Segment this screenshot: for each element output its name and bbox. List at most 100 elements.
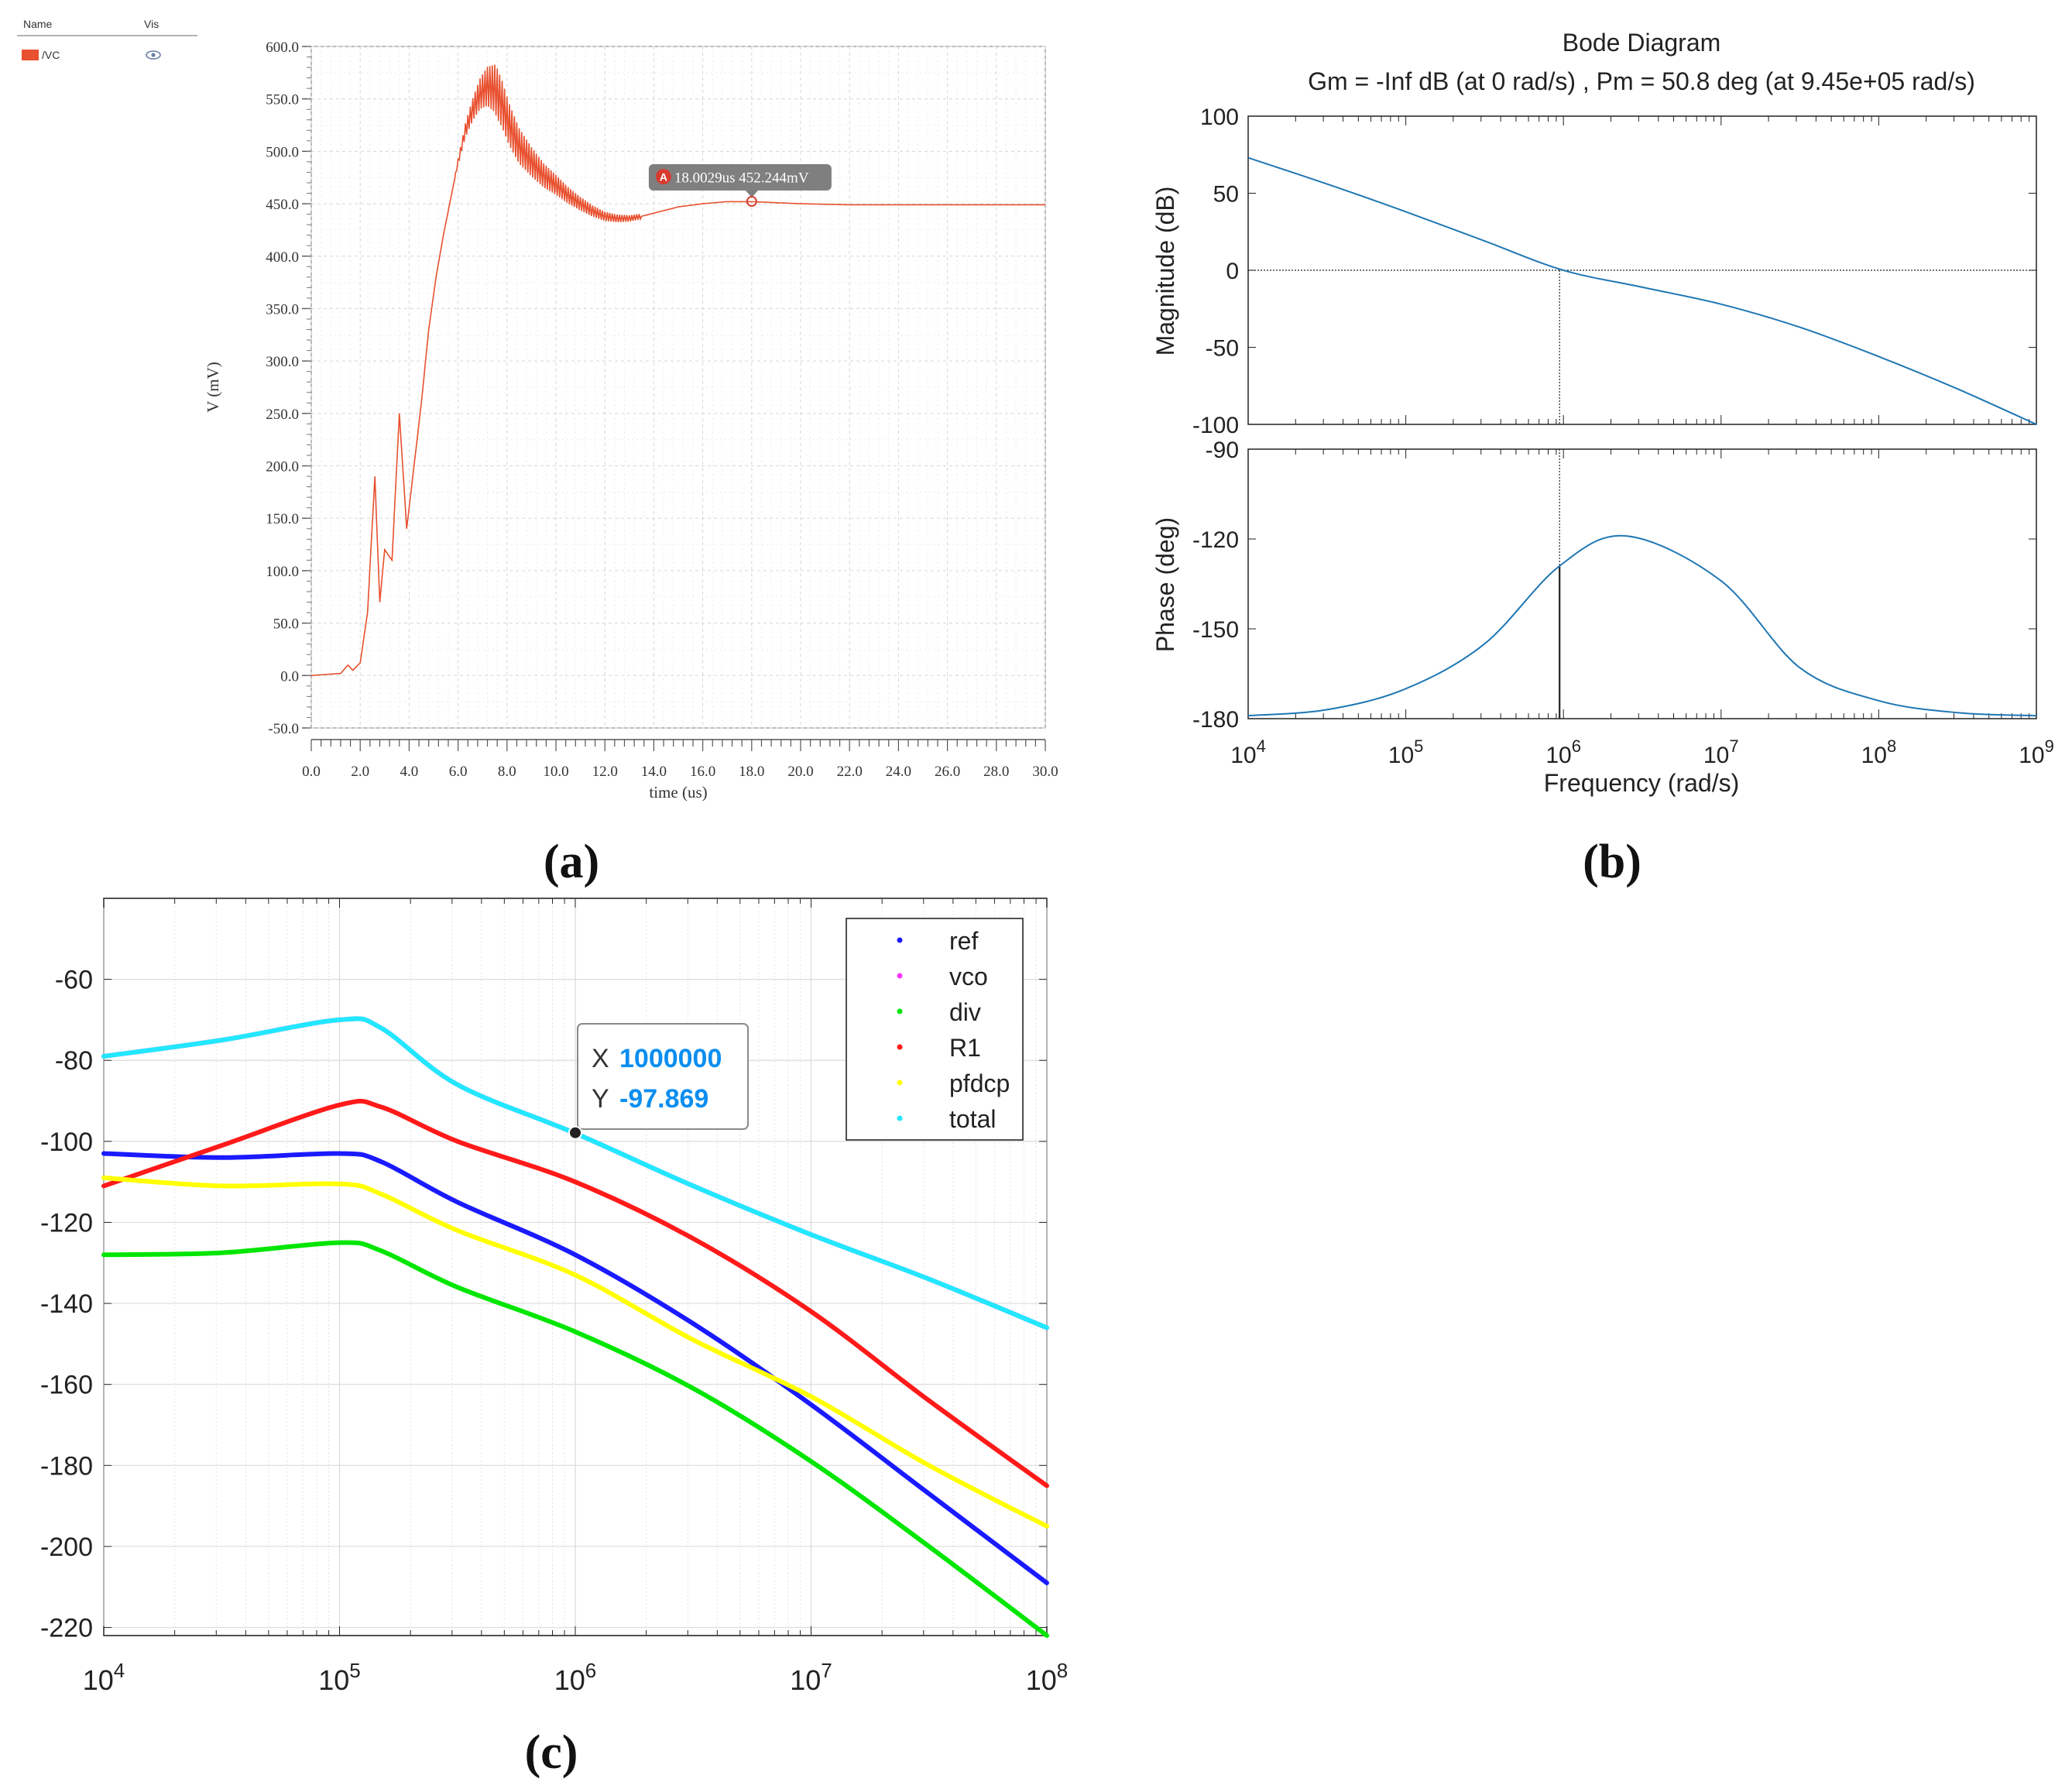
y-tick-label: -180 bbox=[40, 1451, 93, 1481]
panel-b-title: Bode Diagram bbox=[1563, 29, 1721, 57]
marker-point[interactable] bbox=[746, 196, 757, 208]
magnitude-line bbox=[1247, 156, 2037, 425]
y-tick-label: 400.0 bbox=[266, 249, 299, 266]
y-tick-label: -60 bbox=[55, 966, 93, 995]
panel-c-axes: -60 -80 -100 -120 -140 -160 -180 -200 -220 104 105… bbox=[40, 898, 1068, 1696]
legend-label-r1[interactable]: R1 bbox=[949, 1034, 981, 1062]
legend-marker-r1 bbox=[897, 1044, 903, 1050]
marker-value-label: 18.0029us 452.244mV bbox=[674, 170, 809, 187]
magnitude-tick-label: 50 bbox=[1213, 182, 1239, 208]
x-tick-label: 106 bbox=[554, 1659, 597, 1696]
marker-badge-id: A bbox=[660, 171, 667, 184]
y-tick-label: 500.0 bbox=[266, 144, 299, 160]
y-tick-label: 250.0 bbox=[266, 407, 299, 423]
legend-swatch-vc bbox=[22, 50, 39, 60]
datatip-x-value: 1000000 bbox=[619, 1044, 722, 1073]
legend-entry-vc[interactable]: /VC bbox=[42, 49, 60, 61]
series-line-div bbox=[101, 1240, 1049, 1638]
panel-b-axes: 100 50 0 -50 -100-90 -120 -150 -180 104 105 106 107… bbox=[1192, 105, 2054, 768]
datatip-point[interactable] bbox=[568, 1125, 582, 1140]
y-tick-label: -50.0 bbox=[268, 721, 299, 737]
magnitude-tick-label: -50 bbox=[1206, 336, 1239, 362]
marker-badge bbox=[655, 169, 671, 185]
panel-a-ylabel: V (mV) bbox=[204, 362, 222, 413]
legend-marker-total bbox=[897, 1115, 903, 1121]
eye-icon[interactable] bbox=[146, 50, 161, 60]
panel-c-legend: ref vco div R1 pfdcp total bbox=[846, 918, 1024, 1141]
series-line-total bbox=[101, 1016, 1049, 1330]
y-tick-label: 100.0 bbox=[266, 564, 299, 580]
y-tick-label: -120 bbox=[40, 1208, 93, 1238]
y-tick-label: 200.0 bbox=[266, 459, 299, 475]
legend-vis-header: Vis bbox=[144, 18, 159, 30]
panel-b-subtitle: Gm = -Inf dB (at 0 rad/s) , Pm = 50.8 de… bbox=[1308, 67, 1975, 95]
panel-c-series bbox=[101, 1016, 1049, 1638]
x-tick-label: 105 bbox=[318, 1659, 361, 1696]
series-line-pfdcp bbox=[101, 1175, 1049, 1529]
y-tick-label: 350.0 bbox=[266, 301, 299, 318]
series-line-r1 bbox=[101, 1098, 1049, 1488]
magnitude-tick-label: 0 bbox=[1226, 259, 1239, 284]
phase-tick-label: -180 bbox=[1192, 707, 1239, 733]
panel-c-grid bbox=[103, 898, 1048, 1636]
x-tick-label: 0.0 bbox=[302, 764, 321, 780]
phase-tick-label: -90 bbox=[1206, 438, 1239, 463]
x-tick-label: 26.0 bbox=[935, 764, 960, 780]
x-tick-label: 106 bbox=[1545, 736, 1581, 768]
panel-a-xlabel: time (us) bbox=[649, 783, 707, 802]
y-tick-label: 0.0 bbox=[280, 668, 299, 685]
panel-a-label: (a) bbox=[544, 836, 599, 888]
panel-b-bode-chart: Bode Diagram Gm = -Inf dB (at 0 rad/s) ,… bbox=[1151, 29, 2054, 888]
y-tick-label: 300.0 bbox=[266, 354, 299, 370]
panel-a-transient-chart: Name Vis /VC 600.0 550.0 500.0 450.0 400.0 35… bbox=[17, 18, 1058, 888]
x-tick-label: 108 bbox=[1026, 1659, 1069, 1696]
legend-label-ref[interactable]: ref bbox=[949, 927, 978, 955]
panel-a-grid bbox=[310, 46, 1046, 729]
magnitude-tick-label: -100 bbox=[1192, 413, 1239, 438]
y-tick-label: -160 bbox=[40, 1371, 93, 1400]
legend-label-total[interactable]: total bbox=[949, 1105, 996, 1133]
legend-label-vco[interactable]: vco bbox=[949, 963, 988, 990]
legend-marker-vco bbox=[897, 973, 903, 979]
datatip-box bbox=[577, 1023, 749, 1130]
legend-marker-pfdcp bbox=[897, 1080, 903, 1086]
y-tick-label: 50.0 bbox=[273, 616, 299, 633]
x-tick-label: 20.0 bbox=[787, 764, 813, 780]
panel-b-phase-area bbox=[1247, 448, 2037, 719]
datatip-y-label: Y bbox=[592, 1084, 609, 1114]
panel-b-magnitude-ylabel: Magnitude (dB) bbox=[1151, 187, 1179, 356]
x-tick-label: 28.0 bbox=[983, 764, 1009, 780]
magnitude-tick-label: 100 bbox=[1200, 105, 1239, 130]
legend-marker-ref bbox=[897, 937, 903, 943]
phase-tick-label: -150 bbox=[1192, 617, 1239, 643]
panel-b-label: (b) bbox=[1583, 836, 1641, 888]
panel-c-noise-chart: -60 -80 -100 -120 -140 -160 -180 -200 -220 104 105… bbox=[40, 898, 1068, 1779]
legend-label-div[interactable]: div bbox=[949, 998, 981, 1026]
x-tick-label: 12.0 bbox=[592, 764, 618, 780]
y-tick-label: -220 bbox=[40, 1614, 93, 1643]
y-tick-label: 450.0 bbox=[266, 197, 299, 213]
datatip-x-label: X bbox=[592, 1044, 609, 1073]
x-tick-label: 10.0 bbox=[543, 764, 568, 780]
y-tick-label: -200 bbox=[40, 1533, 93, 1562]
x-tick-label: 2.0 bbox=[351, 764, 369, 780]
x-tick-label: 107 bbox=[790, 1659, 832, 1696]
phase-line bbox=[1247, 534, 2037, 717]
panel-c-datatip[interactable]: X 1000000 Y -97.869 bbox=[568, 1023, 749, 1140]
panel-b-series bbox=[1247, 156, 2037, 719]
x-tick-label: 6.0 bbox=[449, 764, 468, 780]
y-tick-label: 550.0 bbox=[266, 92, 299, 108]
x-tick-label: 107 bbox=[1703, 736, 1739, 768]
panel-a-legend: Name Vis /VC bbox=[17, 18, 197, 61]
x-tick-label: 108 bbox=[1861, 736, 1897, 768]
series-line-ref bbox=[101, 1151, 1049, 1585]
panel-c-label: (c) bbox=[525, 1726, 578, 1779]
y-tick-label: -100 bbox=[40, 1128, 93, 1157]
panel-b-xlabel: Frequency (rad/s) bbox=[1544, 769, 1740, 797]
datatip-y-value: -97.869 bbox=[619, 1084, 708, 1114]
legend-label-pfdcp[interactable]: pfdcp bbox=[949, 1069, 1010, 1097]
x-tick-label: 104 bbox=[1230, 736, 1266, 768]
panel-a-marker[interactable]: A 18.0029us 452.244mV bbox=[648, 164, 832, 208]
marker-callout-pointer bbox=[745, 191, 758, 198]
legend-marker-div bbox=[897, 1008, 903, 1014]
